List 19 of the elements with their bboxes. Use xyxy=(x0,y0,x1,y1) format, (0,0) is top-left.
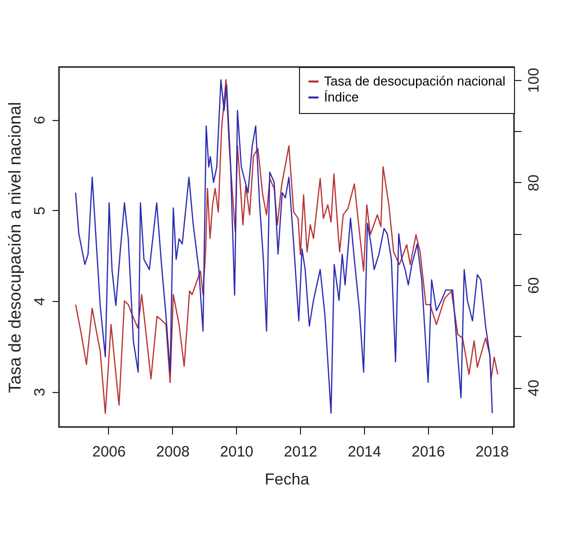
x-axis-title: Fecha xyxy=(264,472,310,488)
x-tick-label: 2018 xyxy=(475,444,509,460)
x-tick-label: 2010 xyxy=(220,444,254,460)
x-tick-label: 2008 xyxy=(156,444,190,460)
y2-tick-label: 60 xyxy=(526,277,542,294)
y2-tick-label: 100 xyxy=(526,68,542,93)
y-tick-label: 5 xyxy=(32,206,48,215)
y2-tick-label: 80 xyxy=(526,174,542,192)
legend-label: Índice xyxy=(324,90,359,104)
x-tick-label: 2006 xyxy=(92,444,126,460)
legend-label: Tasa de desocupación nacional xyxy=(324,74,506,88)
y-tick-label: 6 xyxy=(32,116,48,124)
x-tick-label: 2014 xyxy=(348,444,382,460)
x-tick-label: 2016 xyxy=(412,444,445,460)
y2-tick-label: 40 xyxy=(526,380,542,396)
y-axis-title: Tasa de desocupación a nivel nacional xyxy=(6,102,24,394)
x-tick-label: 2012 xyxy=(284,444,318,460)
y-tick-label: 4 xyxy=(32,297,48,306)
y-tick-label: 3 xyxy=(32,388,48,396)
